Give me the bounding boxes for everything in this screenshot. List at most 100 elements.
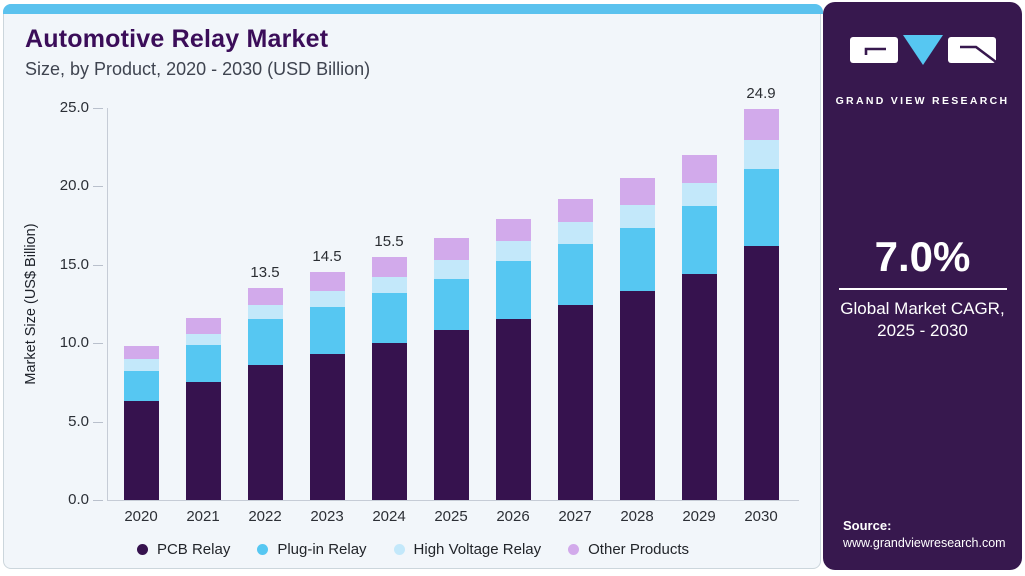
bar-segment-pcb-relay-2024: [371, 343, 407, 500]
bar-total-label-2023: 14.5: [312, 248, 342, 266]
bar-total-label-2030: 24.9: [746, 85, 776, 103]
cagr-value: 7.0%: [874, 233, 971, 280]
x-tick-label-2028: 2028: [620, 508, 654, 525]
bar-segment-plug-in-relay-2028: [619, 228, 655, 292]
bar-segment-plug-in-relay-2025: [433, 278, 469, 331]
bar-segment-other-products-2027: [557, 198, 593, 223]
y-tick-mark: [93, 107, 103, 109]
bar-segment-pcb-relay-2028: [619, 291, 655, 500]
x-tick-label-2029: 2029: [682, 508, 716, 525]
bar-total-label-2024: 15.5: [374, 232, 404, 250]
bar-segment-plug-in-relay-2020: [123, 371, 159, 402]
bar-segment-other-products-2025: [433, 237, 469, 260]
x-tick-label-2024: 2024: [372, 508, 406, 525]
x-tick-label-2022: 2022: [248, 508, 282, 525]
bar-segment-high-voltage-relay-2025: [433, 259, 469, 279]
bar-segment-plug-in-relay-2024: [371, 292, 407, 343]
y-tick-label: 20.0: [59, 177, 89, 194]
bar-segment-plug-in-relay-2023: [309, 306, 345, 354]
bar-segment-pcb-relay-2022: [247, 364, 283, 500]
y-tick-mark: [93, 500, 103, 501]
cagr-divider: [838, 288, 1007, 290]
bar-segment-other-products-2020: [123, 346, 159, 359]
y-axis-title: Market Size (US$ Billion): [23, 223, 39, 385]
bar-segment-high-voltage-relay-2027: [557, 222, 593, 245]
bar-segment-pcb-relay-2020: [123, 401, 159, 500]
legend-label: Plug-in Relay: [277, 541, 367, 558]
x-tick-label-2021: 2021: [186, 508, 220, 525]
bar-segment-high-voltage-relay-2023: [309, 291, 345, 307]
bar-segment-plug-in-relay-2021: [185, 344, 221, 383]
y-axis-line: [107, 107, 108, 500]
bar-total-label-2022: 13.5: [250, 264, 280, 282]
y-tick-mark: [93, 421, 103, 423]
bar-segment-pcb-relay-2021: [185, 382, 221, 500]
cagr-label-line1: Global Market CAGR,: [840, 299, 1005, 318]
source-url: www.grandviewresearch.com: [843, 536, 1006, 550]
bar-segment-high-voltage-relay-2028: [619, 204, 655, 229]
y-tick-mark: [93, 264, 103, 266]
bar-segment-high-voltage-relay-2026: [495, 240, 531, 262]
bar-segment-pcb-relay-2027: [557, 305, 593, 500]
chart-legend: PCB Relay Plug-in Relay High Voltage Relay…: [4, 541, 822, 558]
x-tick-label-2023: 2023: [310, 508, 344, 525]
y-tick-label: 15.0: [59, 255, 89, 273]
bar-segment-high-voltage-relay-2020: [123, 358, 159, 372]
bar-segment-pcb-relay-2026: [495, 319, 531, 500]
legend-item-high-voltage-relay: High Voltage Relay: [393, 541, 542, 558]
x-tick-label-2025: 2025: [434, 508, 468, 525]
legend-item-pcb-relay: PCB Relay: [136, 541, 231, 558]
legend-item-other-products: Other Products: [568, 541, 689, 558]
bar-segment-other-products-2029: [681, 154, 717, 183]
bar-segment-plug-in-relay-2030: [743, 168, 779, 246]
accent-top-strip: [3, 4, 823, 14]
chart-title: Automotive Relay Market: [25, 25, 329, 53]
chart-header: Automotive Relay Market Size, by Product…: [25, 25, 370, 80]
chart-card: Automotive Relay Market Size, by Product…: [3, 4, 823, 570]
bar-segment-pcb-relay-2023: [309, 353, 345, 500]
bar-segment-pcb-relay-2030: [743, 245, 779, 500]
bar-segment-plug-in-relay-2026: [495, 261, 531, 320]
legend-label: PCB Relay: [156, 541, 231, 558]
x-axis-line: [107, 500, 799, 501]
legend-dot-icon: [136, 544, 148, 555]
legend-dot-icon: [568, 544, 580, 555]
cagr-block: 7.0% Global Market CAGR, 2025 - 2030: [823, 233, 1022, 342]
y-tick-mark: [93, 343, 103, 344]
bar-segment-high-voltage-relay-2021: [185, 333, 221, 345]
stacked-bar-plot: 0.0 5.0 10.0 15.0 20.0 25.0 Market Size (US$ B…: [4, 5, 822, 570]
bar-segment-other-products-2026: [495, 218, 531, 241]
bar-segment-high-voltage-relay-2030: [743, 140, 779, 169]
y-tick-label: 0.0: [68, 491, 89, 508]
legend-item-plug-in-relay: Plug-in Relay: [257, 541, 367, 558]
bar-segment-high-voltage-relay-2029: [681, 182, 717, 207]
x-tick-label-2020: 2020: [124, 508, 158, 525]
source-block: Source: www.grandviewresearch.com: [843, 518, 1006, 550]
legend-dot-icon: [393, 544, 405, 555]
gvr-logo-icon: [849, 35, 997, 65]
bar-segment-other-products-2023: [309, 272, 345, 292]
x-tick-label-2030: 2030: [744, 508, 778, 525]
cagr-label-line2: 2025 - 2030: [877, 321, 968, 341]
bar-segment-other-products-2024: [371, 256, 407, 278]
y-tick-label: 10.0: [59, 334, 89, 351]
bar-segment-other-products-2030: [743, 109, 779, 141]
y-tick-label: 5.0: [68, 412, 89, 430]
x-tick-label-2026: 2026: [496, 508, 530, 525]
legend-label: High Voltage Relay: [413, 541, 542, 558]
bar-segment-other-products-2028: [619, 178, 655, 205]
grand-view-research-logo: GRAND VIEW RESEARCH: [823, 28, 1022, 107]
bar-segment-other-products-2021: [185, 317, 221, 334]
legend-label: Other Products: [588, 541, 690, 558]
bar-segment-plug-in-relay-2029: [681, 206, 717, 274]
logo-wordmark: GRAND VIEW RESEARCH: [835, 95, 1010, 107]
bar-segment-pcb-relay-2029: [681, 273, 717, 500]
legend-dot-icon: [257, 544, 269, 555]
chart-subtitle: Size, by Product, 2020 - 2030 (USD Billi…: [25, 59, 371, 79]
y-tick-label: 25.0: [59, 98, 89, 116]
bar-segment-other-products-2022: [247, 288, 283, 306]
y-tick-mark: [93, 186, 103, 187]
brand-sidebar: GRAND VIEW RESEARCH 7.0% Global Market C…: [823, 2, 1022, 570]
bar-segment-high-voltage-relay-2022: [247, 305, 283, 320]
bar-segment-plug-in-relay-2027: [557, 244, 593, 306]
